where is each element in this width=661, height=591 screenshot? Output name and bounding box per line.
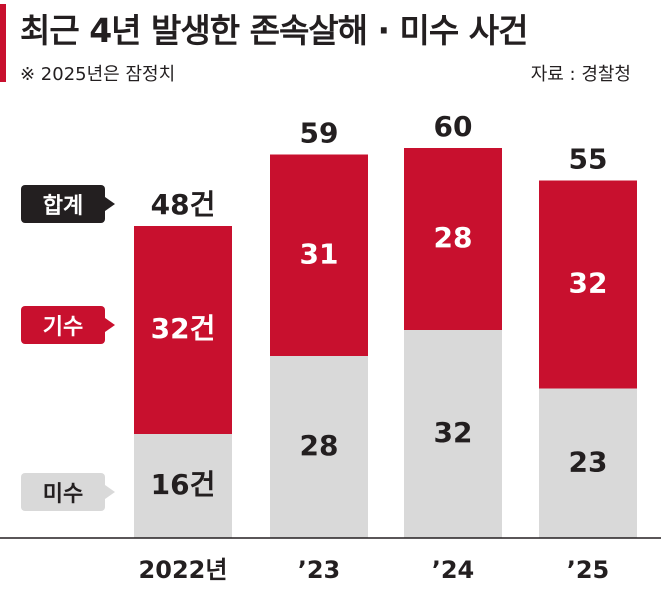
source-note: 자료 : 경찰청 bbox=[530, 64, 631, 85]
bar-solved-label: 28 bbox=[300, 429, 339, 462]
bar-unsolved bbox=[539, 180, 637, 389]
title-accent-bar bbox=[0, 4, 6, 82]
legend-unsolved-label: 기수 bbox=[42, 315, 84, 340]
bar-unsolved bbox=[404, 148, 502, 330]
bar-solved bbox=[270, 356, 368, 538]
bar-unsolved-label: 31 bbox=[300, 237, 339, 270]
legend-solved-pointer bbox=[105, 485, 115, 499]
x-tick-label: ’23 bbox=[298, 556, 341, 584]
bar-unsolved-label: 32건 bbox=[151, 312, 216, 345]
bar-unsolved-label: 28 bbox=[434, 221, 473, 254]
bar-solved-label: 23 bbox=[569, 445, 608, 478]
bar-solved bbox=[404, 330, 502, 538]
legend-total-pointer bbox=[105, 197, 115, 211]
bar-unsolved bbox=[134, 226, 232, 434]
x-tick-label: ’24 bbox=[432, 556, 475, 584]
bar-unsolved bbox=[270, 154, 368, 356]
bar-total-label: 60 bbox=[434, 110, 473, 143]
legend-unsolved-pointer bbox=[105, 318, 115, 332]
bar-solved bbox=[539, 388, 637, 538]
bar-total-label: 55 bbox=[569, 143, 608, 176]
chart-title: 최근 4년 발생한 존속살해 · 미수 사건 bbox=[20, 11, 528, 50]
bar-solved-label: 16건 bbox=[151, 468, 216, 501]
x-tick-label: 2022년 bbox=[139, 556, 228, 584]
provisional-note: ※ 2025년은 잠정치 bbox=[20, 64, 176, 85]
legend-total-badge: 합계 bbox=[21, 185, 105, 223]
legend-unsolved-badge: 기수 bbox=[21, 306, 105, 344]
bar-solved bbox=[134, 434, 232, 538]
bar-total-label: 48건 bbox=[151, 188, 216, 221]
x-tick-label: ’25 bbox=[567, 556, 610, 584]
legend-total-label: 합계 bbox=[42, 194, 84, 219]
bar-solved-label: 32 bbox=[434, 416, 473, 449]
bar-unsolved-label: 32 bbox=[569, 267, 608, 300]
legend-solved-label: 미수 bbox=[42, 482, 84, 507]
legend-solved-badge: 미수 bbox=[21, 473, 105, 511]
bar-total-label: 59 bbox=[300, 117, 339, 150]
